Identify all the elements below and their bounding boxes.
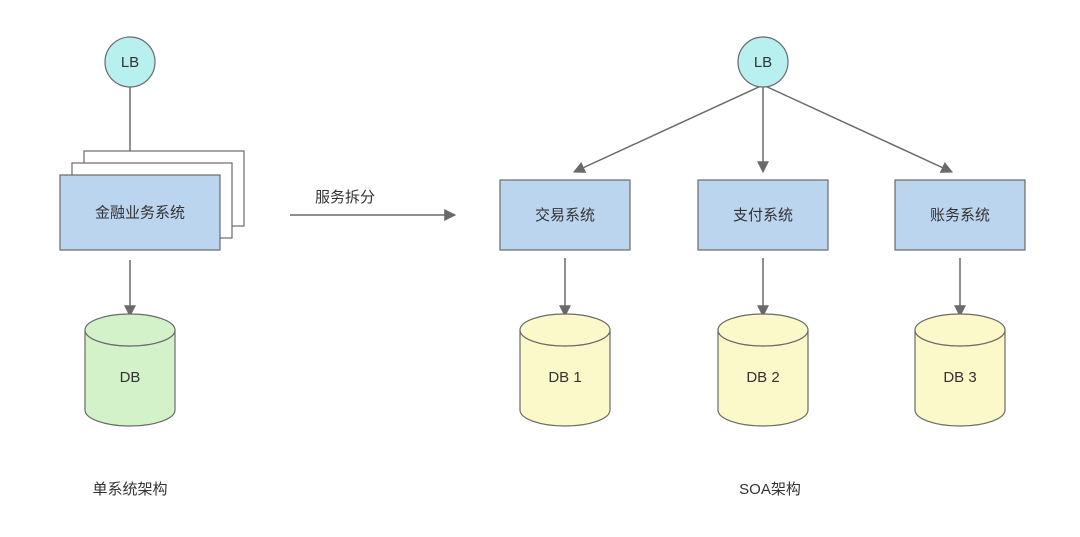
left_db-cylinder-top	[85, 314, 175, 346]
edge-label: 服务拆分	[315, 189, 375, 206]
db2-cylinder-top	[718, 314, 808, 346]
caption-left: 单系统架构	[92, 481, 167, 498]
left_box-label: 金融业务系统	[95, 204, 185, 221]
right_lb-label: LB	[754, 54, 772, 71]
db1-cylinder-top	[520, 314, 610, 346]
edge-arrow	[574, 85, 763, 172]
db2-label: DB 2	[746, 369, 779, 386]
caption-right: SOA架构	[739, 481, 801, 498]
left_lb-label: LB	[121, 54, 139, 71]
svc2-label: 支付系统	[733, 207, 793, 224]
left_db-label: DB	[120, 369, 141, 386]
edge-arrow	[763, 85, 952, 172]
svc3-label: 账务系统	[930, 207, 990, 224]
db1-label: DB 1	[548, 369, 581, 386]
svc1-label: 交易系统	[535, 206, 595, 224]
db3-label: DB 3	[943, 369, 976, 386]
db3-cylinder-top	[915, 314, 1005, 346]
